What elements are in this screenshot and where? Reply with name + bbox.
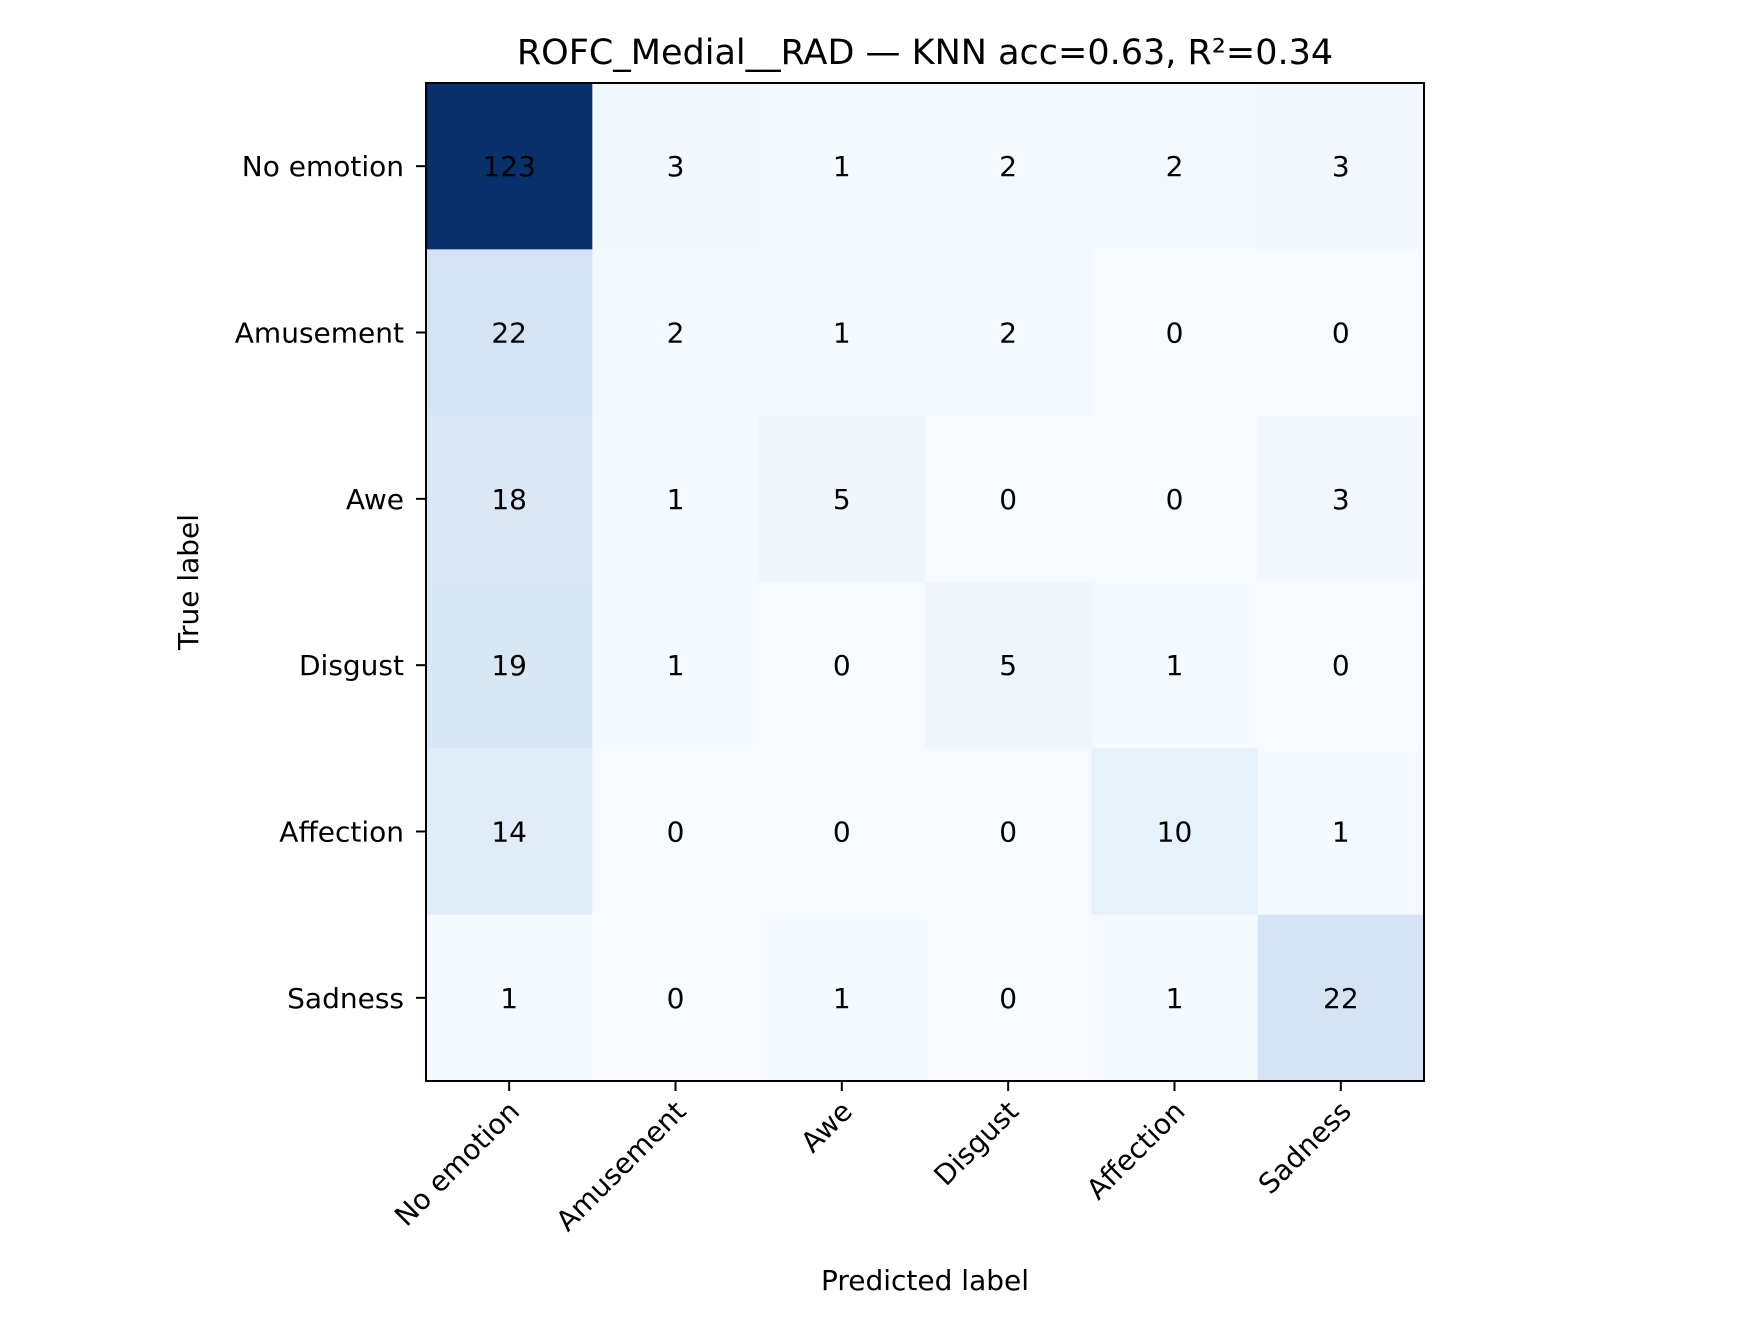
cell-value-label: 0 xyxy=(1166,317,1184,350)
cell-value-label: 2 xyxy=(1166,150,1184,183)
cell-value-label: 0 xyxy=(667,816,685,849)
heatmap-cell xyxy=(1257,249,1425,417)
cell-value-label: 1 xyxy=(833,317,851,350)
heatmap-cell xyxy=(1257,582,1425,749)
x-tick-label: Disgust xyxy=(928,1095,1026,1193)
cell-value-label: 0 xyxy=(667,982,685,1015)
heatmap-cell xyxy=(1091,83,1259,250)
cell-value-label: 14 xyxy=(491,816,527,849)
cell-value-label: 1 xyxy=(1166,649,1184,682)
heatmap-cell xyxy=(1257,914,1425,1082)
x-tick-label: Affection xyxy=(1080,1095,1192,1207)
cell-value-label: 1 xyxy=(667,483,685,516)
y-tick-label: Sadness xyxy=(287,982,404,1015)
x-tick-label: Awe xyxy=(794,1095,858,1159)
cell-value-label: 5 xyxy=(833,483,851,516)
heatmap-cell xyxy=(426,415,593,583)
heatmap-cell xyxy=(592,582,760,749)
cell-value-label: 0 xyxy=(833,816,851,849)
heatmap-cell xyxy=(592,415,760,583)
plot-frame xyxy=(425,82,1425,1082)
cell-value-label: 0 xyxy=(999,483,1017,516)
cell-value-label: 0 xyxy=(1332,649,1350,682)
heatmap-cell xyxy=(592,83,760,250)
cell-value-label: 0 xyxy=(833,649,851,682)
heatmap-cell xyxy=(592,914,760,1082)
heatmap-cell xyxy=(925,582,1092,749)
heatmap-cell xyxy=(426,83,593,250)
heatmap-cell xyxy=(925,748,1092,916)
heatmap-cell xyxy=(592,748,760,916)
y-tick-label: Disgust xyxy=(299,649,404,682)
cell-value-label: 123 xyxy=(482,150,535,183)
heatmap-cell xyxy=(426,582,593,749)
heatmap-cell xyxy=(758,914,926,1082)
cell-value-label: 0 xyxy=(1166,483,1184,516)
cell-value-label: 2 xyxy=(667,317,685,350)
y-tick-label: Amusement xyxy=(235,317,404,350)
y-tick-label: No emotion xyxy=(242,150,404,183)
heatmap-cell xyxy=(925,249,1092,417)
x-tick-label: No emotion xyxy=(388,1095,526,1233)
cell-value-label: 19 xyxy=(491,649,527,682)
x-axis-title: Predicted label xyxy=(821,1264,1029,1297)
cell-value-label: 1 xyxy=(1166,982,1184,1015)
heatmap-cell xyxy=(758,748,926,916)
cell-value-label: 2 xyxy=(999,150,1017,183)
heatmap-cell xyxy=(758,582,926,749)
heatmap-cell xyxy=(1257,83,1425,250)
x-tick-label: Sadness xyxy=(1252,1095,1358,1201)
cell-value-label: 3 xyxy=(1332,483,1350,516)
heatmap-cells: 123 3 1 2 2 322 2 1 2 0 018 1 5 0 0 319 1 0 5 1 014 0 0 0 10 11 0 1… xyxy=(426,83,1425,1082)
heatmap-cell xyxy=(1091,748,1259,916)
y-axis-ticks: No emotion Amusement Awe Disgust Affection Sa… xyxy=(235,150,426,1015)
heatmap-cell xyxy=(1091,914,1259,1082)
cell-value-label: 10 xyxy=(1157,816,1193,849)
heatmap-cell xyxy=(925,83,1092,250)
cell-value-label: 3 xyxy=(667,150,685,183)
cell-value-label: 1 xyxy=(500,982,518,1015)
heatmap-cell xyxy=(1257,748,1425,916)
cell-value-label: 0 xyxy=(999,982,1017,1015)
cell-value-label: 1 xyxy=(667,649,685,682)
cell-value-label: 18 xyxy=(491,483,527,516)
heatmap-cell xyxy=(1091,582,1259,749)
heatmap-cell xyxy=(758,415,926,583)
heatmap-cell xyxy=(1091,249,1259,417)
cell-value-label: 22 xyxy=(491,317,527,350)
y-tick-label: Affection xyxy=(279,816,404,849)
y-axis-title: True label xyxy=(172,514,205,651)
heatmap-cell xyxy=(592,249,760,417)
cell-value-label: 0 xyxy=(999,816,1017,849)
cell-value-label: 2 xyxy=(999,317,1017,350)
heatmap-cell xyxy=(426,249,593,417)
x-axis-ticks: No emotion Amusement Awe Disgust Affection Sa… xyxy=(388,1081,1358,1238)
heatmap-cell xyxy=(758,249,926,417)
cell-value-label: 3 xyxy=(1332,150,1350,183)
y-tick-label: Awe xyxy=(346,483,404,516)
heatmap-cell xyxy=(1257,415,1425,583)
cell-value-label: 5 xyxy=(999,649,1017,682)
cell-value-label: 1 xyxy=(833,982,851,1015)
heatmap-cell xyxy=(1091,415,1259,583)
cell-value-label: 1 xyxy=(833,150,851,183)
heatmap-cell xyxy=(925,415,1092,583)
heatmap-cell xyxy=(426,748,593,916)
cell-value-label: 1 xyxy=(1332,816,1350,849)
heatmap-cell xyxy=(758,83,926,250)
heatmap-cell xyxy=(925,914,1092,1082)
heatmap-cell xyxy=(426,914,593,1082)
cell-value-label: 22 xyxy=(1323,982,1359,1015)
chart-title: ROFC_Medial__RAD — KNN acc=0.63, R²=0.34 xyxy=(517,33,1333,73)
cell-value-label: 0 xyxy=(1332,317,1350,350)
x-tick-label: Amusement xyxy=(549,1095,692,1238)
